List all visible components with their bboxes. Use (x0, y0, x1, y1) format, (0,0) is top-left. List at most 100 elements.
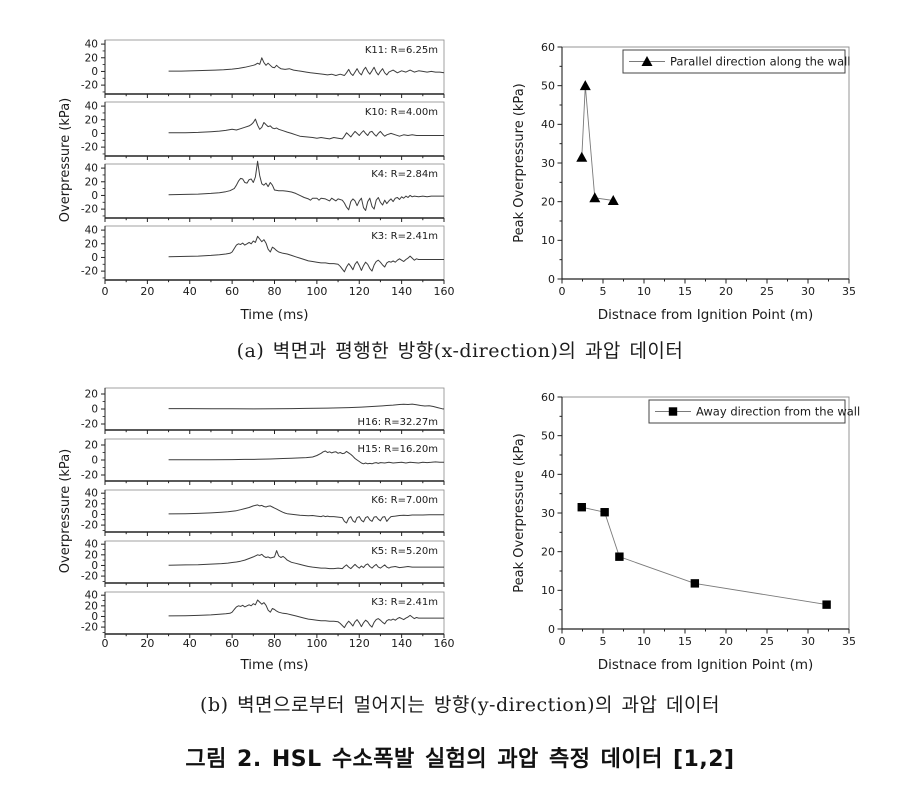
x-tick-label: 10 (637, 285, 651, 298)
y-tick-label: 0 (91, 455, 98, 467)
subplot-label: H15: R=16.20m (358, 444, 439, 455)
y-tick-label: 0 (91, 611, 98, 623)
legend-box (622, 49, 846, 74)
y-tick-label: 40 (541, 468, 555, 481)
y-tick-label: 0 (548, 623, 555, 636)
y-tick-label: -20 (81, 470, 98, 482)
x-tick-label: 0 (559, 285, 566, 298)
y-tick-label: 40 (85, 488, 98, 500)
data-point-triangle (579, 80, 591, 91)
legend-label: Away direction from the wall (696, 405, 860, 419)
waveform-trace (168, 550, 444, 570)
y-tick-label: 10 (541, 584, 555, 597)
x-tick-label: 160 (434, 637, 455, 650)
y-tick-label: 20 (85, 176, 98, 188)
x-tick-label: 120 (349, 285, 370, 298)
y-tick-label: 40 (85, 101, 98, 113)
scatter-chart-parallel: 0 5 10 15 20 25 30 35 0 10 20 30 40 50 60 Distnace from… (512, 41, 856, 323)
y-tick-label: -20 (81, 266, 98, 278)
data-point-triangle (576, 151, 588, 162)
y-tick-label: 20 (85, 389, 98, 401)
waveform-trace (168, 504, 444, 524)
y-tick-label: -20 (81, 622, 98, 634)
waveform-trace (168, 599, 444, 629)
subplot-label: K5: R=5.20m (371, 546, 438, 557)
y-tick-label: 20 (541, 545, 555, 558)
x-tick-label: 0 (559, 635, 566, 648)
y-tick-label: 0 (91, 190, 98, 202)
x-tick-label: 20 (140, 285, 154, 298)
waveform-trace (168, 235, 444, 273)
y-tick-label: 50 (541, 79, 555, 92)
x-axis-title: Time (ms) (239, 657, 308, 673)
y-tick-label: 60 (541, 41, 555, 54)
x-tick-label: 120 (349, 637, 370, 650)
y-tick-label: 20 (85, 498, 98, 510)
y-tick-label: 40 (541, 118, 555, 131)
x-tick-label: 20 (719, 285, 733, 298)
figure-title: 그림 2. HSL 수소폭발 실험의 과압 측정 데이터 [1,2] (185, 747, 735, 772)
y-tick-label: 20 (85, 52, 98, 64)
x-tick-label: 160 (434, 285, 455, 298)
y-tick-label: 50 (541, 429, 555, 442)
data-point-triangle (641, 56, 653, 66)
subplot-label: K10: R=4.00m (365, 107, 438, 118)
y-tick-label: 0 (548, 273, 555, 286)
y-tick-label: -20 (81, 142, 98, 154)
y-tick-label: 0 (91, 560, 98, 572)
x-tick-label: 100 (306, 637, 327, 650)
y-tick-label: -20 (81, 520, 98, 532)
subplot-label: K6: R=7.00m (371, 495, 438, 506)
waveform-trace (168, 450, 444, 465)
x-tick-label: 5 (600, 635, 607, 648)
x-tick-label: 140 (391, 285, 412, 298)
subplot-label: K4: R=2.84m (371, 169, 438, 180)
subplot-label: K11: R=6.25m (365, 45, 438, 56)
waveform-trace (168, 160, 444, 211)
y-tick-label: 0 (91, 252, 98, 264)
series-line (581, 85, 614, 201)
data-point-square (668, 407, 678, 416)
x-tick-label: 25 (760, 285, 774, 298)
data-point-square (690, 579, 700, 588)
x-tick-label: 20 (140, 637, 154, 650)
y-tick-label: 0 (91, 66, 98, 78)
x-tick-label: 15 (678, 285, 692, 298)
caption-a: (a) 벽면과 평행한 방향(x-direction)의 과압 데이터 (236, 340, 684, 362)
x-axis-title: Distnace from Ignition Point (m) (598, 657, 814, 673)
x-tick-label: 100 (306, 285, 327, 298)
y-tick-label: 20 (85, 600, 98, 612)
subplot-label: K3: R=2.41m (371, 597, 438, 608)
y-tick-label: 60 (541, 391, 555, 404)
y-tick-label: 40 (85, 163, 98, 175)
y-tick-label: 20 (85, 238, 98, 250)
x-tick-label: 40 (183, 637, 197, 650)
waveform-trace (168, 403, 445, 410)
waveform-trace (168, 57, 445, 76)
y-tick-label: 20 (85, 549, 98, 561)
y-tick-label: 20 (85, 440, 98, 452)
y-tick-label: 0 (91, 509, 98, 521)
data-point-square (822, 600, 831, 609)
y-tick-label: -20 (81, 419, 98, 431)
data-point-triangle (607, 195, 619, 206)
x-axis-title: Time (ms) (239, 307, 308, 323)
legend-box (648, 399, 846, 424)
x-tick-label: 40 (183, 285, 197, 298)
x-tick-label: 35 (842, 285, 856, 298)
x-tick-label: 35 (842, 635, 856, 648)
scatter-chart-away: 0 5 10 15 20 25 30 35 0 10 20 30 40 50 60 Distnace from… (512, 391, 860, 673)
y-axis-title: Peak Overpressure (kPa) (512, 433, 527, 592)
y-tick-label: 20 (541, 195, 555, 208)
x-tick-label: 140 (391, 637, 412, 650)
y-tick-label: 10 (541, 234, 555, 247)
y-tick-label: -20 (81, 204, 98, 216)
y-tick-label: 30 (541, 507, 555, 520)
x-tick-label: 25 (760, 635, 774, 648)
x-tick-label: 80 (268, 285, 282, 298)
x-tick-label: 30 (801, 635, 815, 648)
caption-b: (b) 벽면으로부터 멀어지는 방향(y-direction)의 과압 데이터 (200, 694, 720, 716)
waveform-trace (168, 118, 444, 140)
